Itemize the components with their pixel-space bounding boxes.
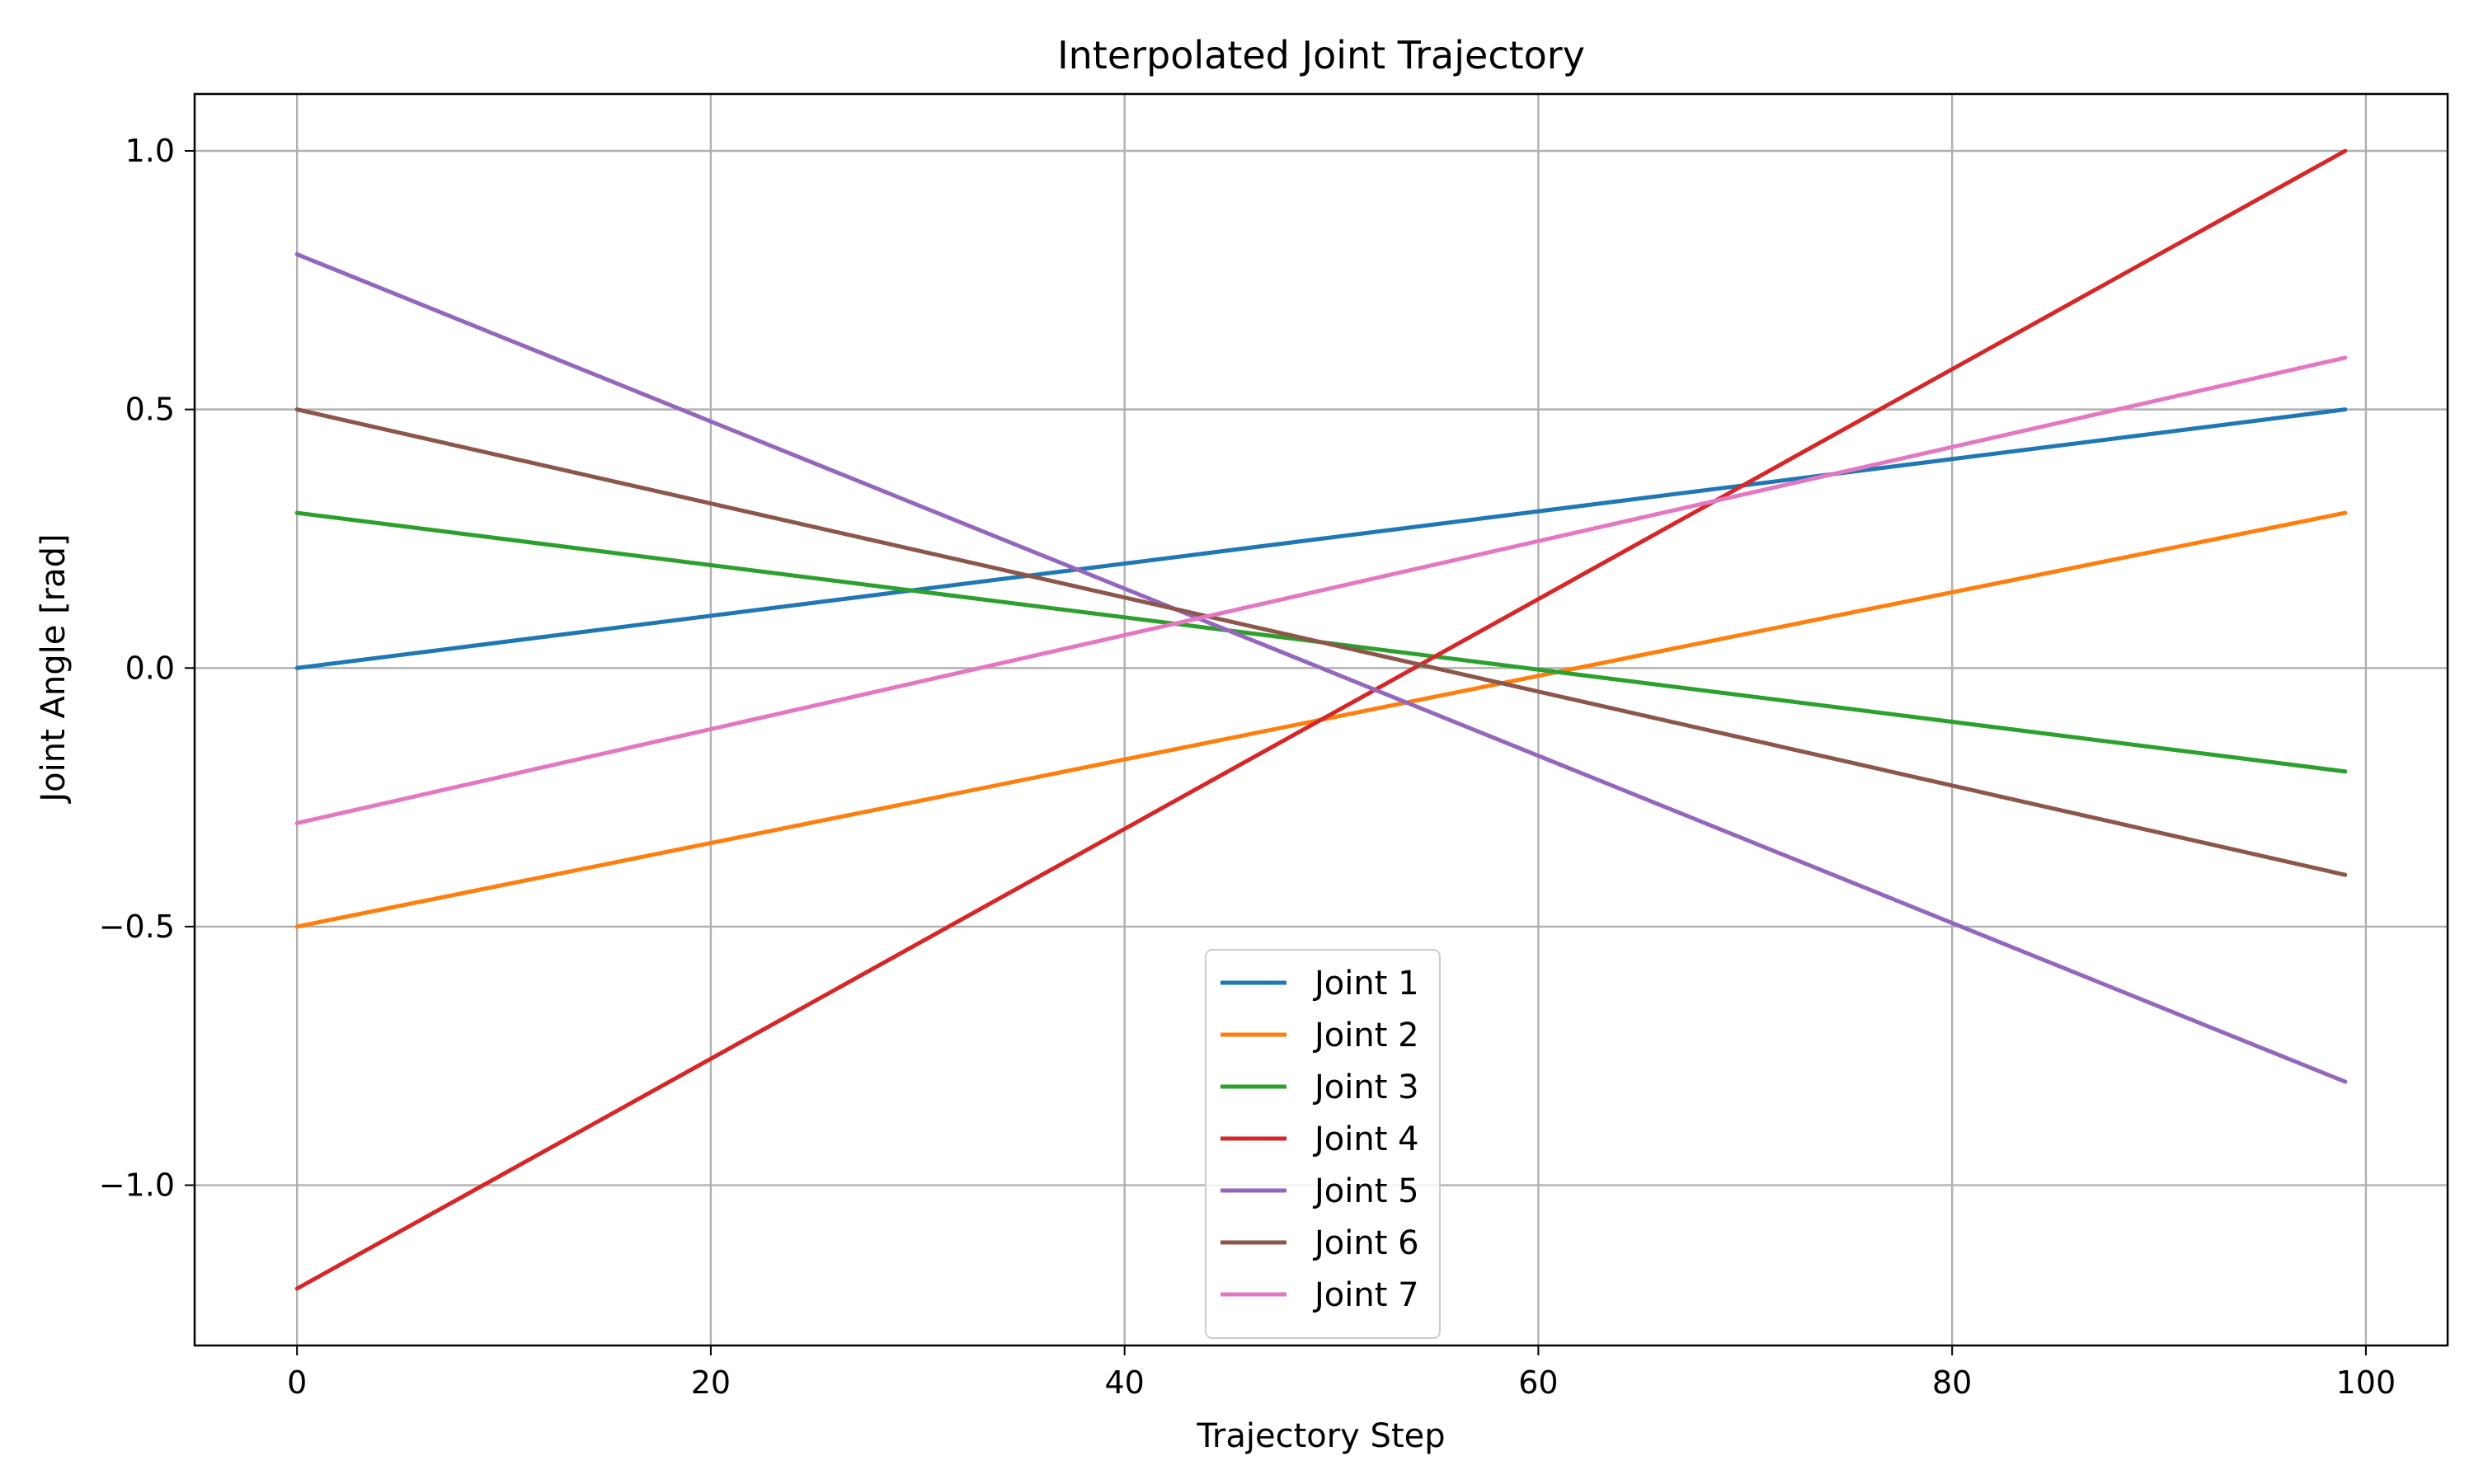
x-tick-label-3: 60	[1518, 1364, 1558, 1401]
x-tick-label-5: 100	[2336, 1364, 2396, 1401]
y-tick-label-1: −0.5	[99, 909, 175, 945]
legend-label-joint-2: Joint 2	[1312, 1017, 1419, 1054]
legend-label-joint-7: Joint 7	[1312, 1276, 1419, 1314]
x-tick-label-0: 0	[287, 1364, 307, 1401]
grid	[195, 94, 2448, 1345]
y-tick-label-4: 1.0	[125, 133, 175, 169]
legend-label-joint-1: Joint 1	[1312, 965, 1419, 1003]
series-line-joint-7	[294, 355, 2348, 825]
series-line-joint-6	[294, 407, 2348, 877]
plot-frame	[193, 92, 2449, 1347]
y-axis-label: Joint Angle [rad]	[35, 533, 73, 804]
legend-label-joint-3: Joint 3	[1312, 1068, 1419, 1106]
x-tick-label-1: 20	[691, 1364, 731, 1401]
legend-label-joint-4: Joint 4	[1312, 1120, 1419, 1158]
series-line-joint-4	[294, 148, 2348, 1291]
series-line-joint-5	[294, 251, 2348, 1084]
y-tick-label-0: −1.0	[99, 1167, 175, 1204]
series-line-joint-1	[294, 407, 2348, 670]
legend-label-joint-5: Joint 5	[1312, 1172, 1419, 1210]
y-tick-label-2: 0.0	[125, 650, 175, 686]
chart-title: Interpolated Joint Trajectory	[1057, 33, 1585, 77]
x-tick-label-4: 80	[1932, 1364, 1972, 1401]
axis-ticks: 0 20 40 60 80 100 −1.0 −0.5 0.0 0.5 1.0	[99, 133, 2396, 1401]
y-tick-label-3: 0.5	[125, 392, 175, 428]
x-axis-label: Trajectory Step	[1196, 1417, 1445, 1455]
legend: Joint 1 Joint 2 Joint 3 Joint 4 Joint 5 Joint…	[1205, 949, 1441, 1339]
legend-label-joint-6: Joint 6	[1312, 1224, 1419, 1262]
x-tick-label-2: 40	[1104, 1364, 1144, 1401]
series-lines	[294, 148, 2348, 1291]
